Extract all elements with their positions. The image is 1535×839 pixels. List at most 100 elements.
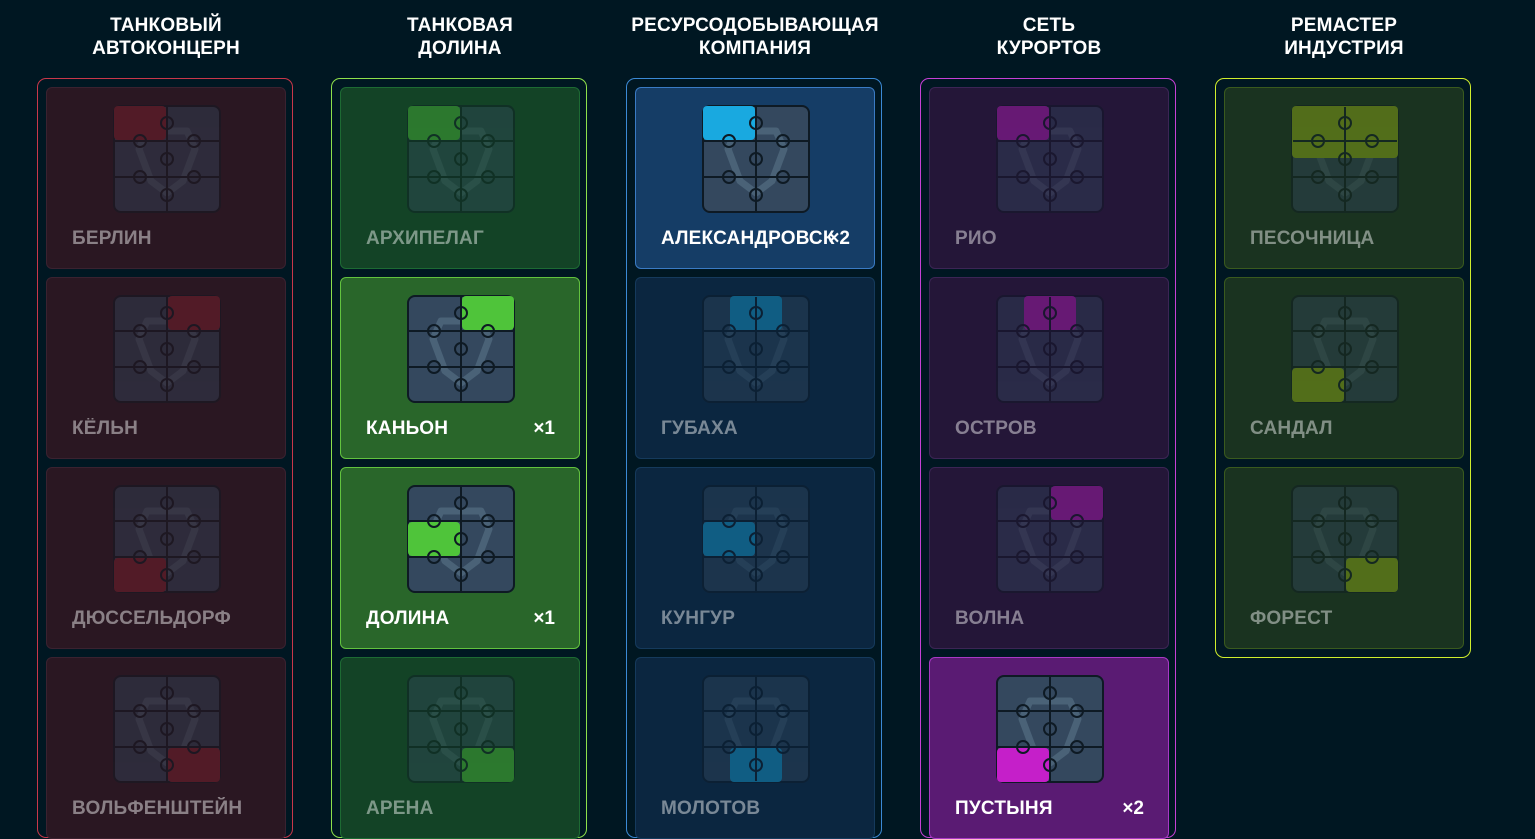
- puzzle-piece-highlight: [114, 106, 166, 140]
- copies-count: ×2: [828, 228, 850, 249]
- puzzle-icon: [996, 485, 1104, 593]
- puzzle-base: [996, 485, 1104, 593]
- puzzle-knob: [776, 550, 790, 564]
- puzzle-knob: [1043, 686, 1057, 700]
- emblem-shape: [1313, 507, 1377, 577]
- puzzle-knob: [749, 722, 763, 736]
- column-title-line1: РЕМАСТЕР: [1290, 15, 1398, 36]
- column-title: РЕСУРСОДОБЫВАЮЩАЯ КОМПАНИЯ: [626, 14, 884, 60]
- emblem-shape: [1018, 507, 1082, 577]
- puzzle-knob: [776, 134, 790, 148]
- puzzle-knob: [133, 550, 147, 564]
- map-card[interactable]: ДОЛИНА ×1: [340, 467, 580, 649]
- map-name: ДОЛИНА: [366, 608, 450, 629]
- puzzle-knob: [1338, 532, 1352, 546]
- puzzle-knob: [454, 378, 468, 392]
- puzzle-piece-highlight: [1346, 558, 1398, 592]
- puzzle-knob: [160, 722, 174, 736]
- puzzle-knob: [1043, 532, 1057, 546]
- emblem-shape: [429, 697, 493, 767]
- puzzle-knob: [749, 568, 763, 582]
- puzzle-knob: [133, 704, 147, 718]
- puzzle-knob: [1311, 514, 1325, 528]
- map-card[interactable]: РИО: [929, 87, 1169, 269]
- puzzle-knob: [160, 306, 174, 320]
- map-card[interactable]: ПЕСОЧНИЦА: [1224, 87, 1464, 269]
- map-card[interactable]: АЛЕКСАНДРОВСК ×2: [635, 87, 875, 269]
- puzzle-knob: [1043, 568, 1057, 582]
- map-card[interactable]: ВОЛНА: [929, 467, 1169, 649]
- puzzle-knob: [481, 740, 495, 754]
- puzzle-knob: [1338, 342, 1352, 356]
- puzzle-icon: [113, 675, 221, 783]
- puzzle-knob: [187, 324, 201, 338]
- puzzle-piece-highlight: [168, 748, 220, 782]
- puzzle-knob: [1070, 170, 1084, 184]
- puzzle-piece-highlight: [730, 296, 782, 330]
- puzzle-knob: [722, 360, 736, 374]
- puzzle-knob: [160, 496, 174, 510]
- puzzle-knob: [1311, 134, 1325, 148]
- puzzle-knob: [1311, 360, 1325, 374]
- puzzle-piece-highlight: [462, 296, 514, 330]
- puzzle-knob: [776, 704, 790, 718]
- puzzle-knob: [1016, 170, 1030, 184]
- puzzle-knob: [1016, 134, 1030, 148]
- column-title-line2: ДОЛИНА: [418, 38, 502, 59]
- puzzle-knob: [1311, 324, 1325, 338]
- puzzle-knob: [133, 134, 147, 148]
- emblem-shape: [724, 507, 788, 577]
- puzzle-knob: [427, 324, 441, 338]
- puzzle-knob: [722, 134, 736, 148]
- puzzle-icon: [407, 675, 515, 783]
- map-card[interactable]: ВОЛЬФЕНШТЕЙН: [46, 657, 286, 839]
- column-title-line1: ТАНКОВЫЙ: [110, 15, 222, 36]
- puzzle-base: [113, 675, 221, 783]
- map-name: КУНГУР: [661, 608, 736, 629]
- map-card[interactable]: КЁЛЬН: [46, 277, 286, 459]
- map-name: ГУБАХА: [661, 418, 738, 439]
- map-card[interactable]: ОСТРОВ: [929, 277, 1169, 459]
- map-card[interactable]: ПУСТЫНЯ ×2: [929, 657, 1169, 839]
- puzzle-knob: [1311, 170, 1325, 184]
- map-card[interactable]: АРХИПЕЛАГ: [340, 87, 580, 269]
- puzzle-base: [702, 485, 810, 593]
- puzzle-base: [996, 295, 1104, 403]
- puzzle-knob: [1365, 134, 1379, 148]
- puzzle-knob: [1043, 342, 1057, 356]
- map-card[interactable]: ФОРЕСТ: [1224, 467, 1464, 649]
- puzzle-knob: [1338, 152, 1352, 166]
- map-card[interactable]: МОЛОТОВ: [635, 657, 875, 839]
- puzzle-knob: [1070, 704, 1084, 718]
- map-card[interactable]: САНДАЛ: [1224, 277, 1464, 459]
- puzzle-knob: [133, 324, 147, 338]
- map-name: КЁЛЬН: [72, 418, 139, 439]
- puzzle-knob: [722, 514, 736, 528]
- puzzle-icon: [996, 295, 1104, 403]
- map-card[interactable]: БЕРЛИН: [46, 87, 286, 269]
- puzzle-piece-highlight: [997, 748, 1049, 782]
- puzzle-knob: [722, 324, 736, 338]
- map-card[interactable]: ГУБАХА: [635, 277, 875, 459]
- emblem-shape: [135, 697, 199, 767]
- puzzle-knob: [454, 758, 468, 772]
- puzzle-knob: [722, 740, 736, 754]
- emblem-shape: [135, 507, 199, 577]
- map-card[interactable]: КАНЬОН ×1: [340, 277, 580, 459]
- puzzle-icon: [702, 295, 810, 403]
- copies-count: ×1: [533, 608, 555, 629]
- puzzle-knob: [1016, 704, 1030, 718]
- puzzle-piece-highlight: [462, 748, 514, 782]
- map-card[interactable]: АРЕНА: [340, 657, 580, 839]
- puzzle-knob: [481, 704, 495, 718]
- puzzle-base: [1291, 485, 1399, 593]
- puzzle-knob: [749, 496, 763, 510]
- puzzle-piece-highlight: [1051, 486, 1103, 520]
- map-card[interactable]: КУНГУР: [635, 467, 875, 649]
- puzzle-knob: [1070, 324, 1084, 338]
- puzzle-knob: [454, 306, 468, 320]
- puzzle-piece-highlight: [1024, 296, 1076, 330]
- puzzle-knob: [749, 378, 763, 392]
- puzzle-piece-highlight: [997, 106, 1049, 140]
- map-card[interactable]: ДЮССЕЛЬДОРФ: [46, 467, 286, 649]
